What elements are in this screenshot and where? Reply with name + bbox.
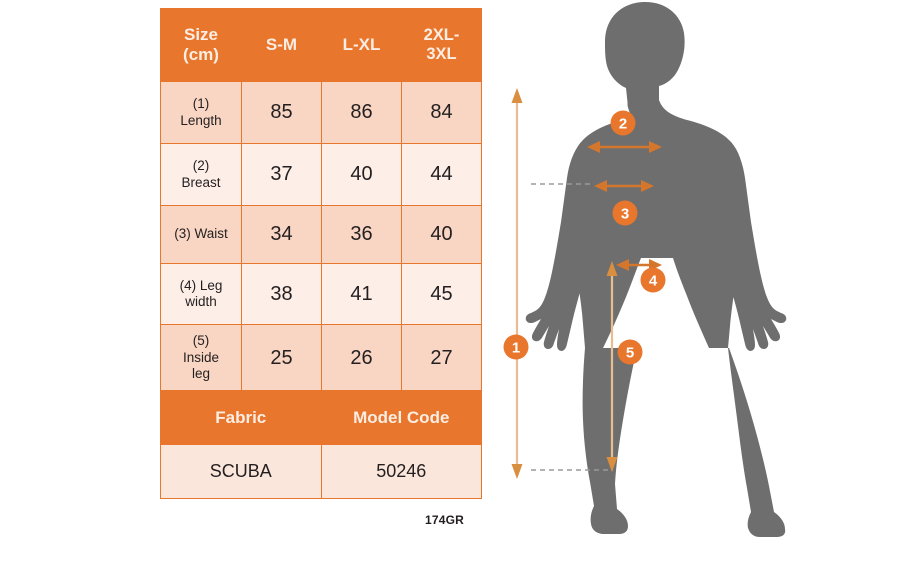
cell-waist-2xl3xl: 40 xyxy=(401,205,482,264)
table-row: (4) Leg width 38 41 45 xyxy=(160,263,482,325)
fabric-model-table: Fabric Model Code SCUBA 50246 xyxy=(160,390,482,499)
cell-length-sm: 85 xyxy=(241,81,322,144)
cell-legwidth-sm: 38 xyxy=(241,263,322,325)
table-row: (2) Breast 37 40 44 xyxy=(160,143,482,206)
measure-arrow-waist xyxy=(594,180,654,192)
row-label-leg-width: (4) Leg width xyxy=(160,263,242,325)
cell-model-code-value: 50246 xyxy=(320,444,482,499)
measurement-badge-2: 2 xyxy=(610,110,636,136)
header-cell-2xl-3xl: 2XL- 3XL xyxy=(401,8,482,82)
body-measurement-diagram: 1 2 3 4 5 xyxy=(495,0,900,562)
row-label-breast: (2) Breast xyxy=(160,143,242,206)
cell-length-2xl3xl: 84 xyxy=(401,81,482,144)
cell-insideleg-sm: 25 xyxy=(241,324,322,392)
measure-arrow-inside-leg xyxy=(606,261,618,472)
table-row: (5) Inside leg 25 26 27 xyxy=(160,324,482,392)
badge-label: 2 xyxy=(619,116,627,133)
header-size-line2: (cm) xyxy=(183,45,219,64)
measure-arrow-breast xyxy=(587,141,662,153)
cell-insideleg-2xl3xl: 27 xyxy=(401,324,482,392)
header-cell-s-m: S-M xyxy=(241,8,322,82)
row-label-line: (4) Leg xyxy=(179,277,223,293)
cell-fabric-value: SCUBA xyxy=(160,444,322,499)
row-label-waist: (3) Waist xyxy=(160,205,242,264)
model-reference-code: 174GR xyxy=(425,513,465,527)
cell-insideleg-lxl: 26 xyxy=(321,324,402,392)
table-header-row: Size (cm) S-M L-XL 2XL- 3XL xyxy=(160,8,482,82)
cell-breast-sm: 37 xyxy=(241,143,322,206)
size-chart-table: Size (cm) S-M L-XL 2XL- 3XL (1) Length 8… xyxy=(160,8,482,392)
cell-waist-lxl: 36 xyxy=(321,205,402,264)
row-label-line: (3) Waist xyxy=(174,226,228,242)
header-cell-model-code: Model Code xyxy=(320,390,482,445)
cell-legwidth-2xl3xl: 45 xyxy=(401,263,482,325)
badge-label: 3 xyxy=(621,206,629,223)
badge-label: 4 xyxy=(649,273,658,290)
header-xxl-line2: 3XL xyxy=(426,45,457,63)
cell-breast-2xl3xl: 44 xyxy=(401,143,482,206)
row-label-line: Breast xyxy=(181,174,221,190)
row-label-inside-leg: (5) Inside leg xyxy=(160,324,242,392)
cell-length-lxl: 86 xyxy=(321,81,402,144)
measurement-badge-5: 5 xyxy=(617,339,643,365)
badge-label: 5 xyxy=(626,345,634,362)
measurement-badge-3: 3 xyxy=(612,200,638,226)
row-label-line: width xyxy=(185,294,217,309)
row-label-line: (5) xyxy=(192,333,210,349)
header-size-line1: Size xyxy=(183,25,219,45)
footer-value-row: SCUBA 50246 xyxy=(160,444,482,499)
table-row: (1) Length 85 86 84 xyxy=(160,81,482,144)
measure-arrow-length xyxy=(511,88,523,479)
row-label-line: (1) xyxy=(192,96,210,112)
cell-waist-sm: 34 xyxy=(241,205,322,264)
header-cell-l-xl: L-XL xyxy=(321,8,402,82)
row-label-line: Inside xyxy=(182,349,220,365)
row-label-length: (1) Length xyxy=(160,81,242,144)
badge-label: 1 xyxy=(512,340,520,357)
header-xxl-line1: 2XL- xyxy=(423,25,460,44)
table-row: (3) Waist 34 36 40 xyxy=(160,205,482,264)
cell-legwidth-lxl: 41 xyxy=(321,263,402,325)
measurement-badge-1: 1 xyxy=(503,334,529,360)
row-label-line: Length xyxy=(180,112,222,128)
row-label-line: (2) xyxy=(192,158,210,174)
header-cell-size: Size (cm) xyxy=(160,8,242,82)
measurement-badge-4: 4 xyxy=(640,267,666,293)
footer-header-row: Fabric Model Code xyxy=(160,390,482,445)
row-label-line: leg xyxy=(191,366,210,382)
cell-breast-lxl: 40 xyxy=(321,143,402,206)
header-cell-fabric: Fabric xyxy=(160,390,322,445)
